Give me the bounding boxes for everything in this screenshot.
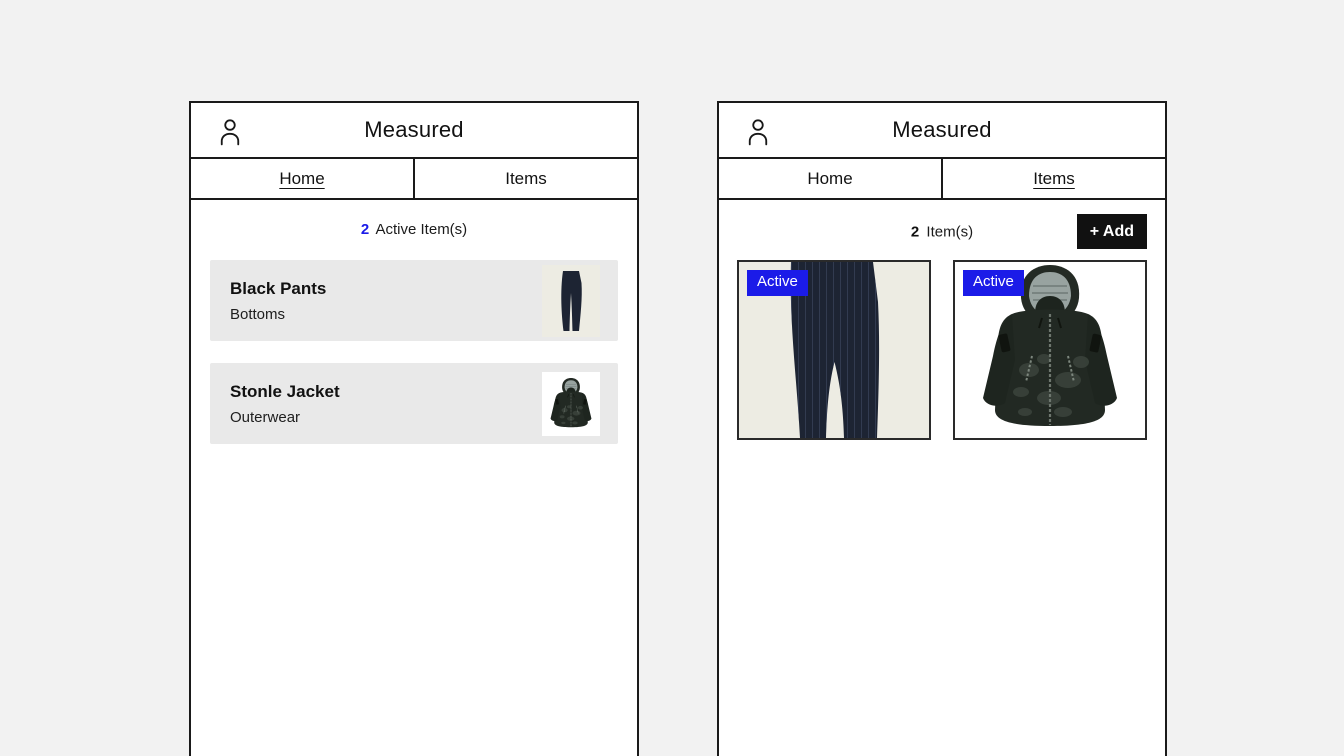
person-icon[interactable] bbox=[219, 117, 241, 146]
item-category: Bottoms bbox=[230, 305, 286, 323]
tab-items[interactable]: Items bbox=[415, 159, 637, 198]
list-item-black-pants[interactable]: Black Pants Bottoms bbox=[210, 260, 618, 341]
count-label: Item(s) bbox=[926, 223, 974, 240]
item-text: Black Pants Bottoms bbox=[230, 279, 542, 323]
app-title: Measured bbox=[364, 117, 464, 142]
items-count: 2 Item(s) bbox=[737, 223, 1147, 240]
active-items-count: 2 Active Item(s) bbox=[191, 221, 637, 238]
item-title: Black Pants bbox=[230, 278, 327, 298]
count-value: 2 bbox=[910, 223, 920, 240]
tab-items[interactable]: Items bbox=[943, 159, 1165, 198]
count-value: 2 bbox=[360, 221, 370, 238]
items-screen-panel: Measured Home Items 2 Item(s) + Add Acti… bbox=[717, 101, 1167, 756]
list-item-stonle-jacket[interactable]: Stonle Jacket Outerwear bbox=[210, 363, 618, 444]
app-title: Measured bbox=[892, 117, 992, 142]
items-toolbar: 2 Item(s) + Add bbox=[737, 214, 1147, 249]
app-header: Measured bbox=[191, 103, 637, 159]
item-text: Stonle Jacket Outerwear bbox=[230, 382, 542, 426]
item-category: Outerwear bbox=[230, 408, 301, 426]
tab-home-label: Home bbox=[279, 168, 325, 188]
tab-home[interactable]: Home bbox=[191, 159, 415, 198]
count-label: Active Item(s) bbox=[375, 221, 468, 238]
jacket-photo bbox=[541, 371, 601, 436]
tab-items-label: Items bbox=[505, 168, 547, 188]
status-badge: Active bbox=[747, 270, 808, 296]
item-list: Black Pants Bottoms Stonle Jacket Outerw… bbox=[210, 260, 618, 444]
add-item-button[interactable]: + Add bbox=[1076, 214, 1147, 249]
status-badge: Active bbox=[963, 270, 1024, 296]
tab-home-label: Home bbox=[807, 168, 853, 188]
tab-home[interactable]: Home bbox=[719, 159, 943, 198]
home-screen-panel: Measured Home Items 2 Active Item(s) Bla… bbox=[189, 101, 639, 756]
pants-photo bbox=[542, 264, 600, 337]
tab-items-label: Items bbox=[1033, 168, 1075, 188]
item-card-jacket[interactable]: Active bbox=[953, 260, 1147, 440]
person-icon[interactable] bbox=[747, 117, 769, 146]
app-header: Measured bbox=[719, 103, 1165, 159]
item-cards: Active Active bbox=[737, 260, 1147, 440]
item-card-pants[interactable]: Active bbox=[737, 260, 931, 440]
tab-bar: Home Items bbox=[191, 159, 637, 200]
tab-bar: Home Items bbox=[719, 159, 1165, 200]
item-title: Stonle Jacket bbox=[230, 381, 340, 401]
